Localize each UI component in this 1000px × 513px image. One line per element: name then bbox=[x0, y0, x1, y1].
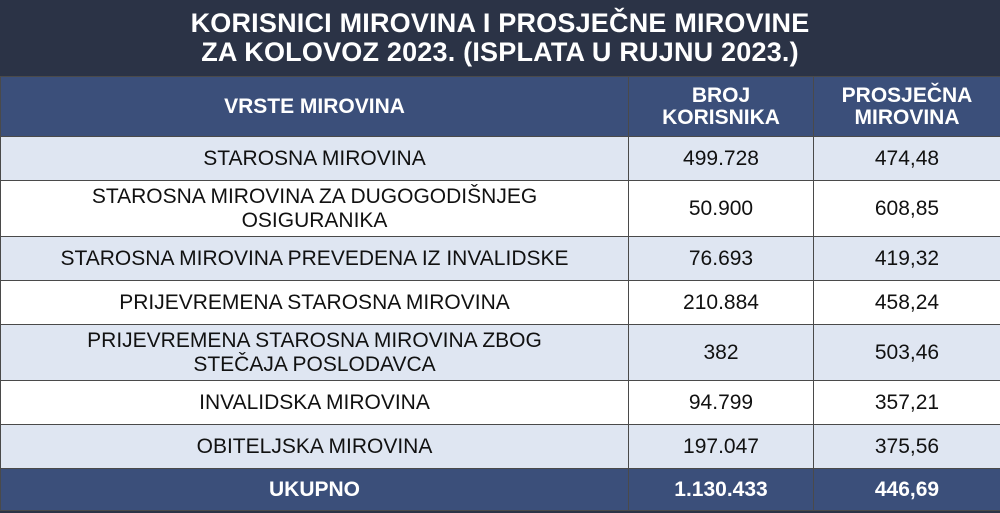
cell-count: 382 bbox=[628, 324, 814, 381]
cell-average: 458,24 bbox=[813, 280, 1000, 325]
cell-type: STAROSNA MIROVINA PREVEDENA IZ INVALIDSK… bbox=[0, 236, 629, 281]
cell-type: STAROSNA MIROVINA ZA DUGOGODIŠNJEG OSIGU… bbox=[0, 180, 629, 237]
cell-average: 357,21 bbox=[813, 380, 1000, 425]
cell-count: 197.047 bbox=[628, 424, 814, 469]
total-row: UKUPNO 1.130.433 446,69 bbox=[0, 468, 1000, 511]
header-average-pension: PROSJEČNA MIROVINA bbox=[813, 76, 1000, 137]
table-row: STAROSNA MIROVINA ZA DUGOGODIŠNJEG OSIGU… bbox=[0, 180, 1000, 237]
table-row: OBITELJSKA MIROVINA 197.047 375,56 bbox=[0, 424, 1000, 469]
cell-count: 76.693 bbox=[628, 236, 814, 281]
pension-table: VRSTE MIROVINA BROJ KORISNIKA PROSJEČNA … bbox=[0, 76, 1000, 511]
table-row: STAROSNA MIROVINA PREVEDENA IZ INVALIDSK… bbox=[0, 236, 1000, 281]
header-pension-type: VRSTE MIROVINA bbox=[0, 76, 629, 137]
cell-type: PRIJEVREMENA STAROSNA MIROVINA bbox=[0, 280, 629, 325]
total-average: 446,69 bbox=[813, 468, 1000, 511]
cell-average: 375,56 bbox=[813, 424, 1000, 469]
table-row: INVALIDSKA MIROVINA 94.799 357,21 bbox=[0, 380, 1000, 425]
page-title: KORISNICI MIROVINA I PROSJEČNE MIROVINE … bbox=[0, 0, 1000, 76]
total-count: 1.130.433 bbox=[628, 468, 814, 511]
cell-type: STAROSNA MIROVINA bbox=[0, 136, 629, 181]
cell-count: 94.799 bbox=[628, 380, 814, 425]
cell-count: 499.728 bbox=[628, 136, 814, 181]
cell-average: 419,32 bbox=[813, 236, 1000, 281]
cell-count: 50.900 bbox=[628, 180, 814, 237]
table-row: STAROSNA MIROVINA 499.728 474,48 bbox=[0, 136, 1000, 181]
cell-count: 210.884 bbox=[628, 280, 814, 325]
cell-type: INVALIDSKA MIROVINA bbox=[0, 380, 629, 425]
cell-type: OBITELJSKA MIROVINA bbox=[0, 424, 629, 469]
table-row: PRIJEVREMENA STAROSNA MIROVINA 210.884 4… bbox=[0, 280, 1000, 325]
total-label: UKUPNO bbox=[0, 468, 629, 511]
table-row: PRIJEVREMENA STAROSNA MIROVINA ZBOG STEČ… bbox=[0, 324, 1000, 381]
header-user-count: BROJ KORISNIKA bbox=[628, 76, 814, 137]
title-line-1: KORISNICI MIROVINA I PROSJEČNE MIROVINE bbox=[190, 8, 810, 38]
table-header-row: VRSTE MIROVINA BROJ KORISNIKA PROSJEČNA … bbox=[0, 76, 1000, 137]
cell-average: 608,85 bbox=[813, 180, 1000, 237]
cell-type: PRIJEVREMENA STAROSNA MIROVINA ZBOG STEČ… bbox=[0, 324, 629, 381]
cell-average: 474,48 bbox=[813, 136, 1000, 181]
cell-average: 503,46 bbox=[813, 324, 1000, 381]
title-line-2: ZA KOLOVOZ 2023. (ISPLATA U RUJNU 2023.) bbox=[201, 37, 799, 67]
